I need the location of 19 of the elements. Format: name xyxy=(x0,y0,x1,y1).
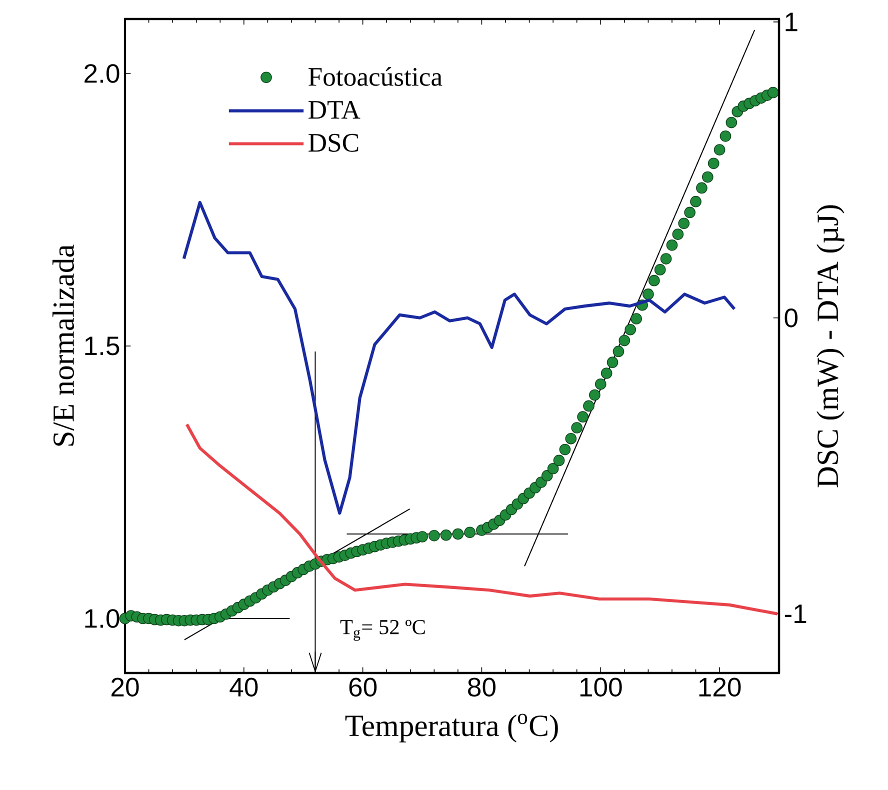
y2-tick-label: -1 xyxy=(784,604,806,623)
x-axis-title: Temperatura ($^{o}$C) xyxy=(345,714,558,742)
legend-label: DTA xyxy=(308,100,360,119)
y-tick-label: 2.0 xyxy=(84,64,120,83)
y2-axis-title: DSC (mW) - DTA (µJ) xyxy=(816,205,844,488)
y-axis-title: S/E normalizada xyxy=(52,244,74,446)
x-tick-label: 80 xyxy=(468,678,496,697)
y-tick-label: 1.0 xyxy=(85,609,120,628)
x-tick-label: 40 xyxy=(230,678,258,697)
legend-label: DSC xyxy=(308,134,358,152)
y2-tick-label: 0 xyxy=(784,308,798,328)
y2-tick-label: 1 xyxy=(786,12,798,32)
legend-label: Fotoacústica xyxy=(308,67,442,86)
x-tick-label: 20 xyxy=(112,678,139,697)
y-tick-label: 1.5 xyxy=(85,336,120,356)
x-tick-label: 60 xyxy=(349,678,377,697)
x-tick-label: 100 xyxy=(580,678,622,697)
x-tick-label: 120 xyxy=(699,678,741,697)
annotation: T$_{g}$= 52 ºC xyxy=(340,620,425,641)
